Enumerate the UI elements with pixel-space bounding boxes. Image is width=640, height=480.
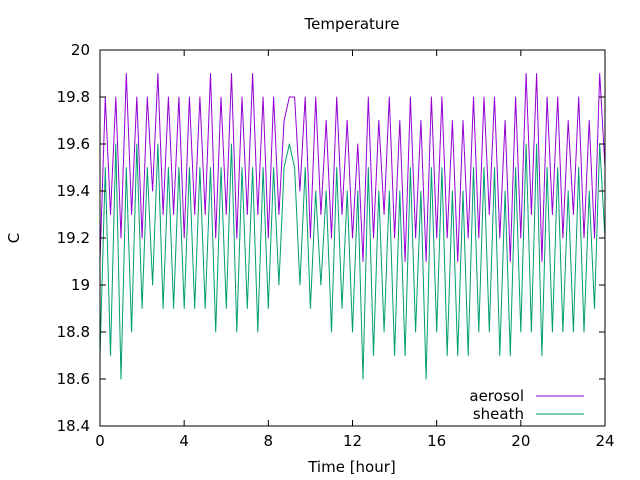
y-tick-label: 18.4 (57, 417, 90, 435)
series-layer (99, 73, 606, 380)
legend-label-sheath: sheath (473, 405, 524, 423)
x-tick-label: 4 (179, 432, 189, 450)
series-line-sheath (99, 143, 606, 380)
x-tick-label: 16 (427, 432, 446, 450)
chart-title: Temperature (303, 15, 399, 33)
y-axis: 18.4 18.6 18.8 19 19.2 19.4 19.6 19.8 20 (57, 41, 605, 435)
y-tick-label: 19.6 (57, 135, 90, 153)
y-axis-label: C (5, 233, 23, 243)
series-line-aerosol (99, 73, 606, 262)
x-tick-label: 8 (264, 432, 274, 450)
y-tick-label: 19.8 (57, 88, 90, 106)
x-tick-label: 12 (343, 432, 362, 450)
y-tick-label: 19.2 (57, 229, 90, 247)
y-tick-label: 18.8 (57, 323, 90, 341)
x-axis: 0 4 8 12 16 20 24 (95, 50, 615, 450)
y-tick-label: 19 (71, 276, 90, 294)
legend-label-aerosol: aerosol (469, 387, 524, 405)
x-axis-label: Time [hour] (307, 458, 396, 476)
y-tick-label: 19.4 (57, 182, 90, 200)
x-tick-label: 0 (95, 432, 105, 450)
y-tick-label: 20 (71, 41, 90, 59)
y-tick-label: 18.6 (57, 370, 90, 388)
x-tick-label: 24 (595, 432, 614, 450)
x-tick-label: 20 (511, 432, 530, 450)
